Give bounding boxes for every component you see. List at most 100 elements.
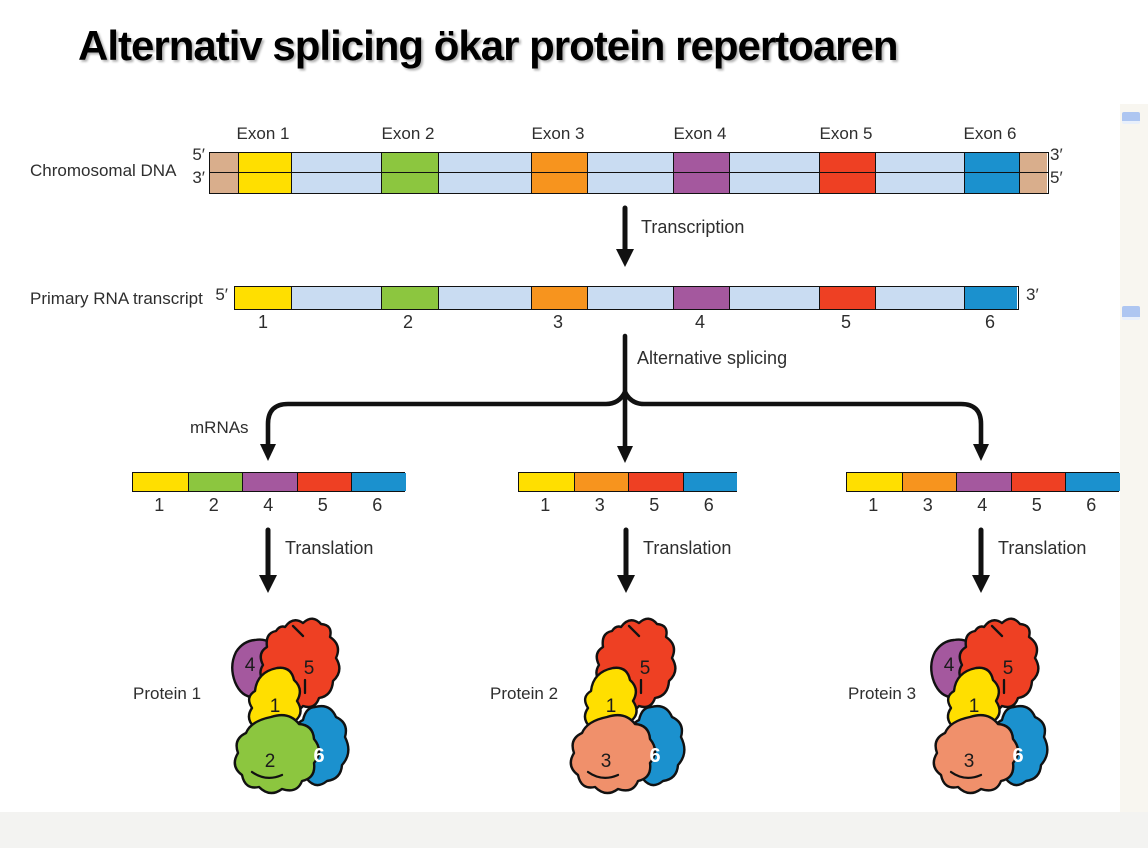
mrna-exon-number: 5 [1031,495,1042,515]
dna-3prime-left: 3′ [192,168,205,187]
rna-segment-orange [531,287,587,309]
protein3-num-3: 3 [964,751,975,772]
mrna-bar-1 [132,472,406,492]
mrna-exon-number: 6 [372,495,383,515]
protein1-num-4: 4 [245,655,256,676]
scroll-marker-bottom[interactable] [1122,306,1140,320]
exon-label-2: Exon 2 [381,124,435,143]
protein3-domain-3-blob [932,713,1020,795]
protein-2-label: Protein 2 [490,684,559,703]
slide-title: Alternativ splicing ökar protein reperto… [78,22,899,69]
rna-exon-number-3: 3 [552,312,564,332]
primary-rna-label: Primary RNA transcript [30,289,203,308]
protein-1-label: Protein 1 [133,684,202,703]
dna-5prime-right: 5′ [1050,168,1063,187]
exon-label-4: Exon 4 [673,124,727,143]
protein1-num-6: 6 [313,745,324,767]
mrna-numbers-2: 1 3 5 6 [518,495,736,516]
protein3-crease-top [990,624,1004,638]
mrna-bar-2 [518,472,737,492]
bottom-bar [0,812,1148,848]
rna-segment-intron [291,287,381,309]
mrna1-exon-2 [187,473,242,491]
mrna1-exon-6 [351,473,406,491]
protein1-domain-2-blob [233,713,321,795]
rna-segment-purple [673,287,729,309]
mrna-numbers-1: 1 2 4 5 6 [132,495,405,516]
protein-1-structure: 4 5 1 2 6 [231,617,350,795]
branch-arrowhead-right [973,444,989,461]
mrna-exon-number: 3 [922,495,933,515]
protein1-num-5: 5 [304,658,315,679]
right-edge-strip [1120,104,1148,848]
rna-segment-yellow [235,287,291,309]
protein2-crease-top [627,624,641,638]
exon-label-5: Exon 5 [819,124,873,143]
translation-arrowhead-2 [617,575,635,593]
translation-arrowhead-3 [972,575,990,593]
protein-3-label: Protein 3 [848,684,917,703]
mrna1-exon-1 [133,473,188,491]
rna-3prime: 3′ [1026,285,1039,304]
mrna3-exon-3 [901,473,956,491]
mrna-exon-number: 4 [977,495,988,515]
splicing-branch [265,386,984,449]
rna-exon-number-6: 6 [984,312,996,332]
scroll-marker-top[interactable] [1122,112,1140,124]
mrna-exon-number: 1 [540,495,551,515]
mrna3-exon-5 [1010,473,1065,491]
protein2-num-1: 1 [606,696,617,717]
protein3-crease-bottom [949,770,983,780]
protein3-num-6: 6 [1012,745,1023,767]
mrna2-exon-6 [682,473,737,491]
protein2-num-6: 6 [649,745,660,767]
mrna-exon-number: 1 [154,495,165,515]
protein2-crease-bottom [586,770,620,780]
mrna-exon-number: 2 [208,495,219,515]
mrna-exon-number: 5 [317,495,328,515]
protein1-crease-top [291,624,305,638]
dna-3prime-right: 3′ [1050,145,1063,164]
protein3-num-4: 4 [944,655,955,676]
rna-exon-number-1: 1 [257,312,269,332]
rna-segment-green [381,287,438,309]
dna-strand-divider [209,172,1049,174]
mrna-exon-number: 6 [1086,495,1097,515]
rna-segment-blue [964,287,1017,309]
mrna3-exon-1 [847,473,902,491]
protein2-domain-3-blob [569,713,657,795]
translation-label-1: Translation [285,538,374,558]
rna-segment-intron [587,287,673,309]
protein-2-structure: 5 1 3 6 [569,617,686,795]
protein3-num-5: 5 [1003,658,1014,679]
rna-exon-number-4: 4 [694,312,706,332]
mrna3-exon-4 [956,473,1011,491]
branch-arrowhead-left [260,444,276,461]
translation-label-2: Translation [643,538,732,558]
mrna1-exon-5 [296,473,351,491]
translation-label-3: Translation [998,538,1087,558]
mrna-numbers-3: 1 3 4 5 6 [846,495,1119,516]
exon-label-3: Exon 3 [531,124,585,143]
primary-rna-bar [234,286,1019,310]
protein1-crease-bottom [250,770,284,780]
mrna1-exon-4 [242,473,297,491]
mrna-bar-3 [846,472,1120,492]
mrna-exon-number: 5 [649,495,660,515]
chromosomal-dna-label: Chromosomal DNA [30,161,177,180]
rna-segment-intron [438,287,531,309]
dna-5prime-left: 5′ [192,145,205,164]
mrna2-exon-3 [573,473,628,491]
mrna2-exon-1 [519,473,574,491]
transcription-label: Transcription [641,217,745,237]
mrna-exon-number: 4 [263,495,274,515]
mrna2-exon-5 [628,473,683,491]
branch-arrowhead-center [617,446,633,463]
rna-5prime: 5′ [215,285,228,304]
rna-segment-intron [729,287,819,309]
mrnas-label: mRNAs [190,418,249,437]
mrna-exon-number: 3 [594,495,605,515]
mrna3-exon-6 [1065,473,1120,491]
protein1-num-2: 2 [265,751,276,772]
